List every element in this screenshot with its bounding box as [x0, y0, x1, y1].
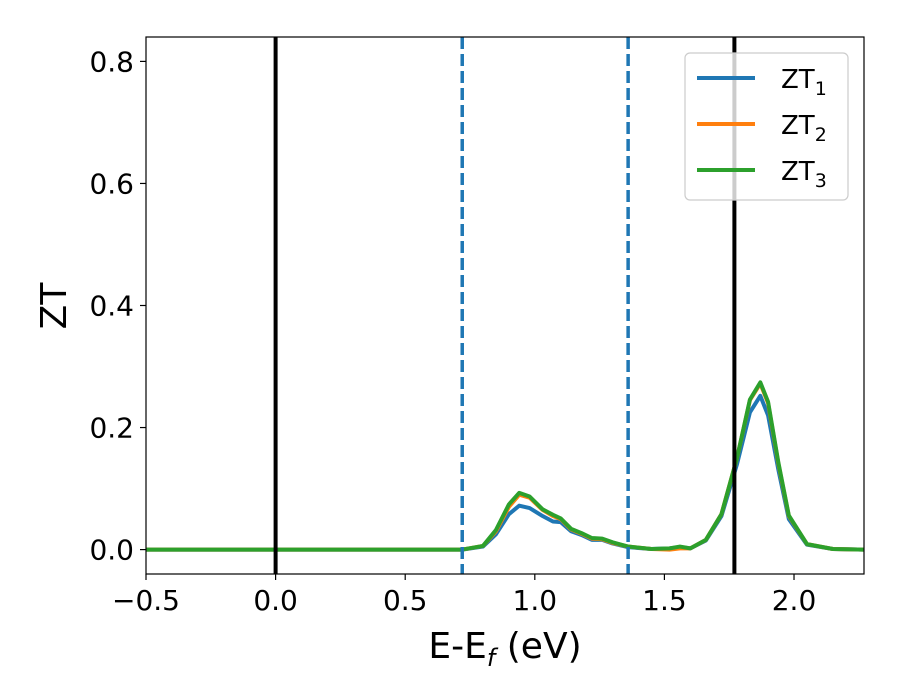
y-tick-label: 0.6 — [89, 167, 134, 200]
y-tick-label: 0.0 — [89, 534, 134, 567]
x-axis-label: E-Ef (eV) — [428, 626, 581, 672]
series-line-2 — [146, 381, 864, 552]
x-tick-label: −0.5 — [112, 584, 180, 617]
series-line-1 — [146, 393, 864, 552]
series-line-3 — [146, 380, 864, 552]
y-tick-label: 0.8 — [89, 45, 134, 78]
y-axis: 0.0 0.2 0.4 0.6 0.8 — [89, 45, 146, 567]
legend-box — [684, 52, 849, 201]
x-tick-label: 0.0 — [253, 584, 298, 617]
y-axis-label: ZT — [34, 282, 75, 330]
x-tick-label: 0.5 — [383, 584, 428, 617]
x-tick-label: 1.5 — [642, 584, 687, 617]
y-tick-label: 0.4 — [89, 290, 134, 323]
x-tick-label: 1.0 — [513, 584, 558, 617]
x-axis: −0.5 0.0 0.5 1.0 1.5 2.0 — [112, 574, 816, 617]
legend: ZT1 ZT2 ZT3 — [684, 52, 849, 201]
legend-label-1: ZT1 — [781, 65, 827, 100]
x-tick-label: 2.0 — [772, 584, 817, 617]
y-tick-label: 0.2 — [89, 412, 134, 445]
legend-label-2: ZT2 — [781, 111, 827, 146]
legend-label-3: ZT3 — [781, 157, 827, 192]
